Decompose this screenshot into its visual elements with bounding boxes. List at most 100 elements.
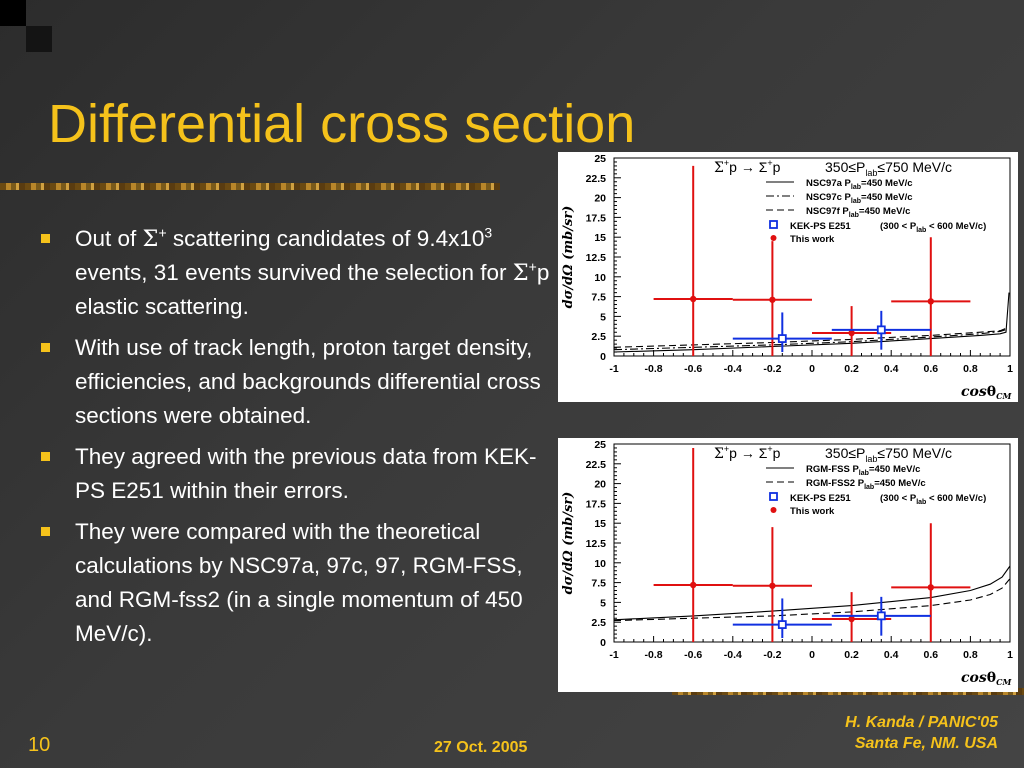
range-le: ≤ — [848, 159, 856, 175]
legend-kek-marker — [769, 220, 778, 229]
this-work-point — [848, 615, 855, 623]
range-low: 350 — [825, 159, 849, 175]
footer-author: H. Kanda / PANIC'05 Santa Fe, NM. USA — [845, 712, 998, 754]
footer-page-number: 10 — [28, 734, 51, 756]
y-tick-label: 12.5 — [586, 252, 607, 264]
y-tick-label: 12.5 — [586, 538, 607, 550]
footer-date: 27 Oct. 2005 — [434, 739, 528, 756]
reaction-mid: p → Σ — [729, 159, 768, 175]
legend-momentum: =450 MeV/c — [874, 478, 926, 489]
x-tick-label: -0.2 — [763, 649, 781, 661]
legend-model: NSC97f P — [806, 206, 849, 217]
x-tick-label: 0.6 — [923, 363, 938, 375]
reaction-end: p — [773, 159, 781, 175]
legend-sub: lab — [849, 212, 859, 219]
range-high: 750 MeV/c — [885, 159, 952, 175]
x-tick-label: 0.4 — [884, 363, 899, 375]
theory-curve-dashed — [613, 578, 1011, 622]
kek-ps-e251-point — [777, 334, 787, 343]
x-tick-label: 0.8 — [963, 363, 978, 375]
legend-momentum: =450 MeV/c — [861, 178, 913, 189]
footer-author-line1: H. Kanda / PANIC'05 — [845, 714, 998, 731]
x-axis-label-cos: cos — [961, 384, 987, 400]
this-work-point — [769, 582, 776, 589]
x-tick-label: -0.6 — [684, 649, 702, 661]
reaction-sup: + — [724, 158, 729, 168]
this-work-point — [690, 295, 697, 303]
bullet-item: They were compared with the theoretical … — [36, 515, 561, 651]
this-work-point — [927, 584, 934, 591]
kek-ps-e251-point — [876, 611, 886, 621]
x-tick-label: 1 — [1007, 649, 1013, 661]
legend-momentum: =450 MeV/c — [859, 206, 911, 217]
x-tick-label: 0.6 — [923, 649, 938, 661]
y-tick-label: 0 — [600, 351, 606, 363]
legend-momentum: =450 MeV/c — [861, 192, 913, 203]
y-tick-label: 15 — [594, 518, 606, 530]
x-tick-label: 0.4 — [884, 649, 899, 661]
decorative-band-top — [0, 183, 500, 190]
range-high: 750 MeV/c — [885, 445, 952, 461]
x-axis-label: cosθCM — [961, 670, 1012, 687]
reaction-sup: + — [767, 444, 772, 454]
bullet-list: Out of Σ+ scattering candidates of 9.4x1… — [36, 222, 561, 658]
range-sub: lab — [865, 454, 877, 464]
legend-kek-marker — [769, 492, 778, 501]
rgm-plot-panel: -1 -0.8 -0.6 -0.4 -0.2 0 0.2 0.4 0.6 0.8 1 0 2.5 5 7.5… — [558, 438, 1018, 692]
range-p: P — [856, 445, 865, 461]
footer-author-line2: Santa Fe, NM. USA — [854, 735, 998, 752]
legend-kek-label: KEK-PS E251 — [790, 493, 851, 504]
x-tick-label: -0.6 — [684, 363, 702, 375]
x-tick-label: -1 — [609, 649, 618, 661]
x-tick-label: 0 — [809, 363, 815, 375]
legend-thiswork-label: This work — [790, 234, 835, 245]
range-le: ≤ — [848, 445, 856, 461]
theory-curve-dashdot — [613, 328, 1009, 351]
y-tick-label: 2.5 — [591, 331, 606, 343]
kek-ps-e251-point — [876, 325, 886, 335]
bullet-item: With use of track length, proton target … — [36, 331, 561, 433]
x-tick-label: -0.4 — [724, 649, 742, 661]
y-tick-label: 25 — [594, 153, 606, 165]
legend-text: RGM-FSS Plab=450 MeV/c — [806, 464, 920, 477]
y-tick-label: 0 — [600, 637, 606, 649]
legend-thiswork-marker — [770, 235, 777, 241]
legend-text: NSC97c Plab=450 MeV/c — [806, 192, 913, 205]
legend-model: NSC97a P — [806, 178, 852, 189]
theory-curve-dashed — [613, 326, 1009, 348]
bullet-square-icon — [41, 234, 50, 243]
reaction-label: Σ+p → Σ+p — [714, 444, 781, 462]
legend-text: NSC97a Plab=450 MeV/c — [806, 178, 913, 191]
y-tick-label: 7.5 — [591, 578, 606, 590]
x-tick-label: -0.4 — [724, 363, 742, 375]
x-tick-label: -1 — [609, 363, 618, 375]
x-axis-label-theta: θ — [987, 670, 996, 686]
x-axis-label-cos: cos — [961, 670, 987, 686]
x-tick-label: -0.8 — [645, 649, 663, 661]
x-tick-label: -0.8 — [645, 363, 663, 375]
legend-model: NSC97c P — [806, 192, 852, 203]
corner-square-1 — [0, 0, 26, 26]
this-work-point — [848, 329, 855, 337]
y-tick-label: 5 — [600, 597, 606, 609]
nsc97-plot-panel: -1 -0.8 -0.6 -0.4 -0.2 0 0.2 0.4 0.6 0.8 1 0 2.5 5 7.5… — [558, 152, 1018, 402]
reaction-sigma: Σ — [714, 160, 724, 176]
y-tick-label: 17.5 — [586, 498, 607, 510]
x-axis-label: cosθCM — [961, 384, 1012, 401]
y-tick-label: 20 — [594, 193, 606, 205]
this-work-point — [690, 581, 697, 589]
range-le: ≤ — [877, 159, 885, 175]
x-axis-label-sub: CM — [996, 677, 1012, 687]
range-note-sub: lab — [916, 499, 926, 506]
legend-sub: lab — [859, 470, 869, 477]
legend-kek-range: (300 < Plab < 600 MeV/c) — [880, 493, 986, 506]
reaction-label: Σ+p → Σ+p — [714, 158, 781, 176]
y-tick-label: 10 — [594, 272, 606, 284]
legend-text: RGM-FSS2 Plab=450 MeV/c — [806, 478, 926, 491]
corner-square-2 — [26, 26, 52, 52]
y-tick-label: 15 — [594, 232, 606, 244]
range-low: 350 — [825, 445, 849, 461]
x-axis-label-sub: CM — [996, 391, 1012, 401]
reaction-mid: p → Σ — [729, 445, 768, 461]
bullet-item: Out of Σ+ scattering candidates of 9.4x1… — [36, 222, 561, 324]
